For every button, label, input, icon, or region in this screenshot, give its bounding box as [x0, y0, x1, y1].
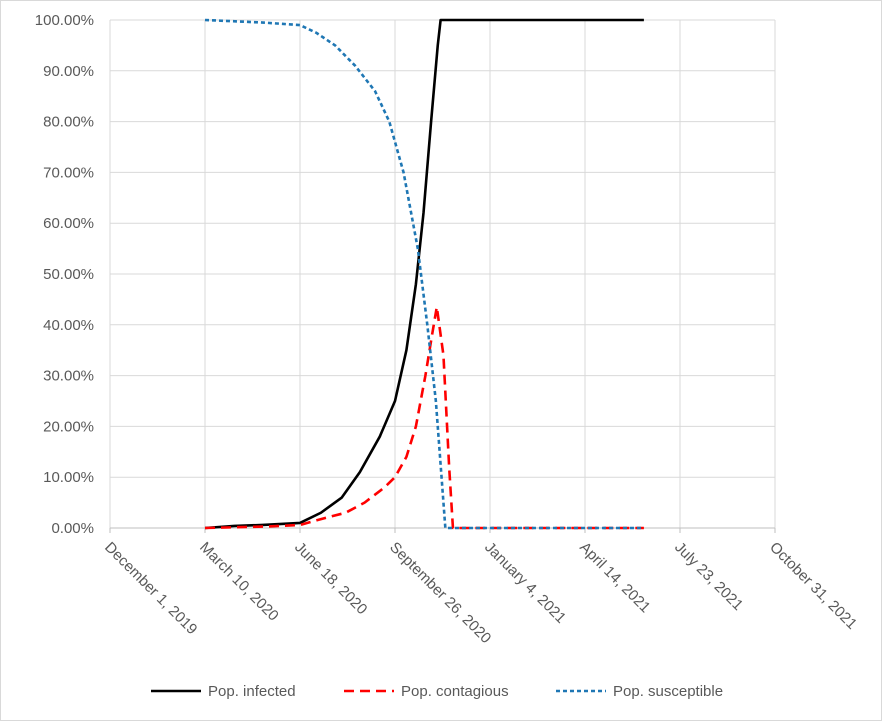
- y-tick-label: 30.00%: [43, 368, 94, 385]
- y-tick-label: 40.00%: [43, 317, 94, 334]
- y-tick-label: 80.00%: [43, 114, 94, 131]
- x-tick-label: September 26, 2020: [386, 539, 494, 647]
- legend-item: Pop. infected: [151, 683, 296, 700]
- y-tick-label: 50.00%: [43, 266, 94, 283]
- legend-item: Pop. contagious: [344, 683, 509, 700]
- series-lines: [204, 18, 644, 530]
- y-tick-label: 70.00%: [43, 164, 94, 181]
- x-tick-label: December 1, 2019: [101, 539, 200, 638]
- series-line-pop-susceptible: [204, 18, 644, 530]
- x-tick-label: January 4, 2021: [481, 539, 569, 627]
- legend-label: Pop. susceptible: [613, 683, 723, 700]
- legend: Pop. infected Pop. contagious Pop. suscept…: [151, 683, 723, 700]
- gridlines: [110, 19, 776, 528]
- x-tick-label: April 14, 2021: [576, 539, 653, 616]
- y-tick-label: 0.00%: [51, 520, 94, 537]
- legend-item: Pop. susceptible: [556, 683, 723, 700]
- x-tick-label: July 23, 2021: [671, 539, 746, 614]
- y-tick-label: 10.00%: [43, 469, 94, 486]
- y-tick-label: 100.00%: [35, 12, 94, 29]
- y-tick-label: 60.00%: [43, 215, 94, 232]
- legend-label: Pop. contagious: [401, 683, 509, 700]
- series-line-pop-infected: [204, 18, 644, 530]
- y-tick-labels: 0.00% 10.00% 20.00% 30.00% 40.00% 50.00% 60.00…: [35, 12, 94, 537]
- legend-label: Pop. infected: [208, 683, 296, 700]
- x-tick-label: June 18, 2020: [291, 539, 370, 618]
- x-tick-label: October 31, 2021: [766, 539, 860, 633]
- y-tick-label: 90.00%: [43, 63, 94, 80]
- series-line-pop-contagious: [204, 305, 644, 530]
- y-tick-label: 20.00%: [43, 418, 94, 435]
- x-tick-label: March 10, 2020: [196, 539, 282, 625]
- axes: [109, 20, 776, 533]
